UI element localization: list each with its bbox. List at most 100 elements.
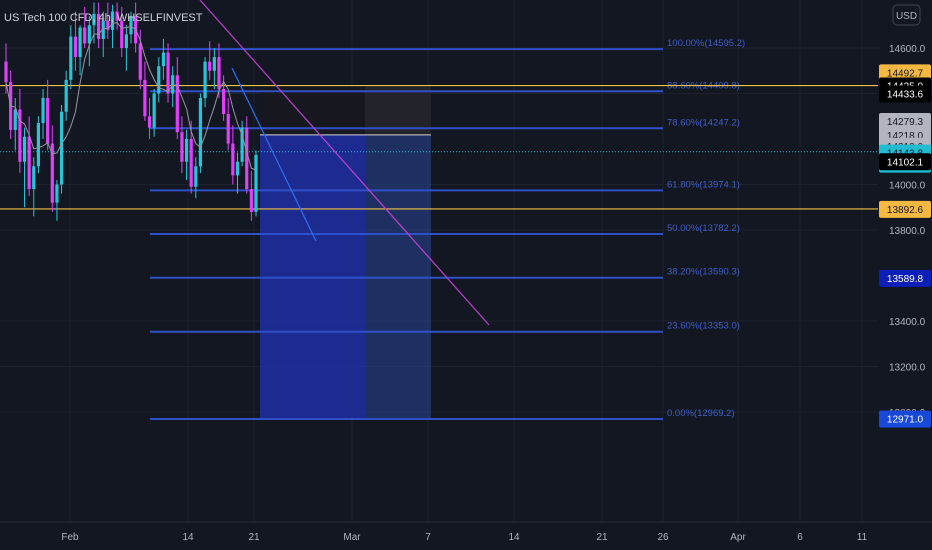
candle-body xyxy=(69,36,73,80)
candle-body xyxy=(59,111,64,185)
price-tag-label: 14433.6 xyxy=(887,90,924,101)
time-tick-label: 14 xyxy=(508,532,520,543)
candle-body xyxy=(166,52,170,94)
fib-level-label: 23.60%(13353.0) xyxy=(667,321,740,332)
candle-body xyxy=(212,57,216,71)
price-tag-label: 14492.7 xyxy=(887,68,924,79)
candle-body xyxy=(129,16,133,35)
price-axis[interactable]: 14600.014400.014000.013800.013400.013200… xyxy=(878,0,932,522)
candle-body xyxy=(245,127,249,190)
time-axis-panel xyxy=(0,522,932,550)
candle-body xyxy=(235,161,240,176)
candle-body xyxy=(32,166,36,190)
time-tick-label: Apr xyxy=(730,532,746,543)
price-tag-label: 12971.0 xyxy=(887,415,924,426)
candle-body xyxy=(147,116,152,128)
price-tag-label: 14218.0 xyxy=(887,131,924,142)
price-tag-label: 13589.8 xyxy=(887,274,924,285)
candle-body xyxy=(203,61,207,99)
fib-level-label: 61.80%(13974.1) xyxy=(667,179,740,190)
price-tag-label: 14279.3 xyxy=(887,117,924,128)
candle-body xyxy=(249,189,253,212)
candle-body xyxy=(4,61,8,83)
time-tick-label: 11 xyxy=(857,532,868,543)
candle-body xyxy=(152,93,156,128)
candle-body xyxy=(180,132,184,162)
price-tick-label: 13400.0 xyxy=(889,317,926,328)
time-tick-label: Feb xyxy=(61,532,79,543)
candle-body xyxy=(101,20,105,39)
time-tick-label: 21 xyxy=(596,532,608,543)
candle-body xyxy=(217,57,221,89)
currency-label: USD xyxy=(896,11,917,22)
time-axis[interactable]: Feb 14 21 Mar 7 14 21 26 Apr 6 11 xyxy=(0,521,932,550)
projection-line[interactable] xyxy=(231,67,317,242)
candle-body xyxy=(120,20,124,48)
fib-level-label: 100.00%(14595.2) xyxy=(667,38,745,49)
candle-body xyxy=(184,139,189,162)
candle-body xyxy=(78,27,82,58)
candle-body xyxy=(124,34,128,48)
candle-body xyxy=(115,11,119,21)
price-tick-label: 14600.0 xyxy=(889,44,926,55)
fib-level-label: 38.20%(13590.3) xyxy=(667,267,740,278)
candle-body xyxy=(96,13,101,39)
time-tick-label: 6 xyxy=(797,532,803,543)
candle-body xyxy=(208,61,212,71)
symbol-title: US Tech 100 CFD, 4h, WHSELFINVEST xyxy=(4,12,203,24)
candle-body xyxy=(254,154,258,212)
candle-body xyxy=(87,25,91,44)
candlestick-series xyxy=(4,2,258,221)
candle-body xyxy=(240,127,244,162)
moving-average-line xyxy=(5,22,257,171)
candle-body xyxy=(46,98,50,144)
time-tick-label: 21 xyxy=(248,532,260,543)
fib-level-label: 0.00%(12969.2) xyxy=(667,408,735,419)
candle-body xyxy=(50,143,54,203)
candle-body xyxy=(13,109,17,130)
candle-body xyxy=(92,13,96,26)
price-tag xyxy=(879,85,931,103)
candle-body xyxy=(83,27,87,44)
fib-level-label: 50.00%(13782.2) xyxy=(667,223,740,234)
currency-button[interactable] xyxy=(892,4,921,26)
time-tick-label: Mar xyxy=(343,532,361,543)
price-tick-label: 13200.0 xyxy=(889,363,926,374)
candle-body xyxy=(41,98,45,124)
candle-body xyxy=(64,79,68,112)
candle-body xyxy=(27,136,31,190)
price-tick-label: 14000.0 xyxy=(889,181,926,192)
price-tag-label: 13892.6 xyxy=(887,205,924,216)
candle-body xyxy=(161,52,166,67)
candle-body xyxy=(231,143,235,176)
candle-body xyxy=(36,123,41,167)
short-position-tool[interactable] xyxy=(260,84,431,419)
trend-lines[interactable] xyxy=(199,0,490,326)
candle-body xyxy=(73,36,78,58)
price-tick-label: 13800.0 xyxy=(889,226,926,237)
price-tag xyxy=(879,200,931,218)
time-tick-label: 26 xyxy=(657,532,669,543)
candle-body xyxy=(18,109,22,162)
candle-body xyxy=(194,166,198,187)
candle-body xyxy=(198,98,203,167)
price-tag xyxy=(879,112,931,130)
price-tag xyxy=(879,269,931,287)
candle-body xyxy=(226,113,230,144)
price-tag xyxy=(879,64,931,82)
time-tick-label: 14 xyxy=(182,532,194,543)
candle-body xyxy=(138,43,142,80)
candle-body xyxy=(157,66,161,94)
price-tag xyxy=(879,153,931,171)
candle-body xyxy=(175,75,179,133)
price-tag xyxy=(879,410,931,428)
downtrend-line[interactable] xyxy=(199,0,490,326)
time-tick-label: 7 xyxy=(425,532,431,543)
candle-body xyxy=(110,11,115,30)
candle-body xyxy=(189,139,193,187)
candle-body xyxy=(22,136,27,162)
candle-body xyxy=(106,20,110,30)
candle-body xyxy=(143,79,147,117)
candle-body xyxy=(221,88,226,114)
